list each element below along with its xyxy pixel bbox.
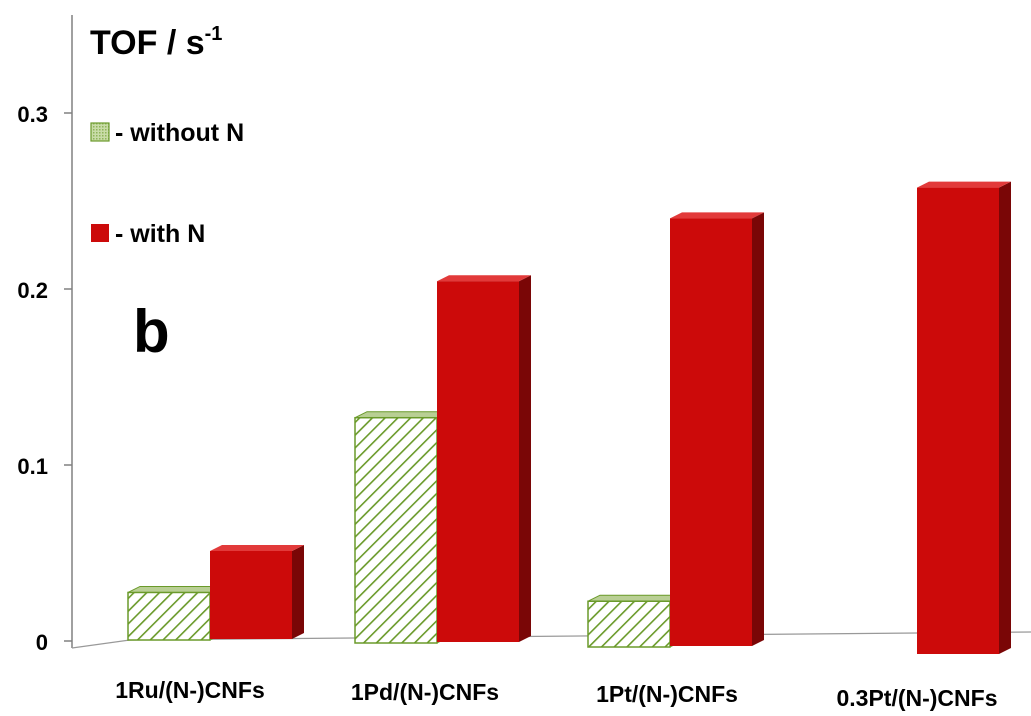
bar-with-n-1pt-top [670, 212, 764, 219]
y-axis-title-superscript: -1 [205, 23, 223, 45]
bar-with-n-1pd-top [437, 275, 531, 282]
y-tick-label-2: 0.2 [17, 278, 48, 303]
y-axis-title: TOF / s-1 [90, 23, 222, 62]
bar-without-n-1ru [127, 591, 211, 641]
bar-with-n-03pt-top [917, 181, 1011, 188]
legend-swatch-with-n [91, 224, 109, 242]
category-label-1pd: 1Pd/(N-)CNFs [351, 679, 499, 705]
bar-with-n-1pt [670, 218, 752, 646]
bar-with-n-1pd [437, 281, 519, 642]
bar-with-n-1pt-side [752, 212, 764, 646]
bar-without-n-1pt-top [587, 594, 683, 602]
y-tick-label-3: 0.3 [17, 102, 48, 127]
panel-label: b [133, 298, 170, 365]
bars-group [127, 181, 1011, 654]
bar-with-n-03pt-side [999, 181, 1011, 654]
category-label-1ru: 1Ru/(N-)CNFs [115, 677, 265, 703]
category-label-03pt: 0.3Pt/(N-)CNFs [836, 685, 997, 711]
y-axis-title-text: TOF / s [90, 24, 205, 62]
bar-with-n-1ru [210, 551, 292, 639]
bar-without-n-1pd [354, 416, 438, 644]
y-tick-label-1: 0.1 [17, 454, 48, 479]
bar-without-n-1pt [587, 600, 671, 648]
bar-without-n-1pd-top [354, 411, 450, 419]
bar-without-n-1ru-top [127, 585, 223, 593]
y-tick-label-0: 0 [36, 630, 48, 655]
category-label-1pt: 1Pt/(N-)CNFs [596, 681, 738, 707]
x-axis-floor-line [71, 639, 131, 649]
bar-with-n-1pd-side [519, 275, 531, 642]
bar-with-n-1ru-top [210, 545, 304, 551]
legend-swatch-without-n [90, 122, 110, 142]
legend-label-without-n: - without N [115, 119, 244, 147]
bar-with-n-03pt [917, 187, 999, 654]
bar-with-n-1ru-side [292, 545, 304, 639]
legend-label-with-n: - with N [115, 220, 205, 248]
